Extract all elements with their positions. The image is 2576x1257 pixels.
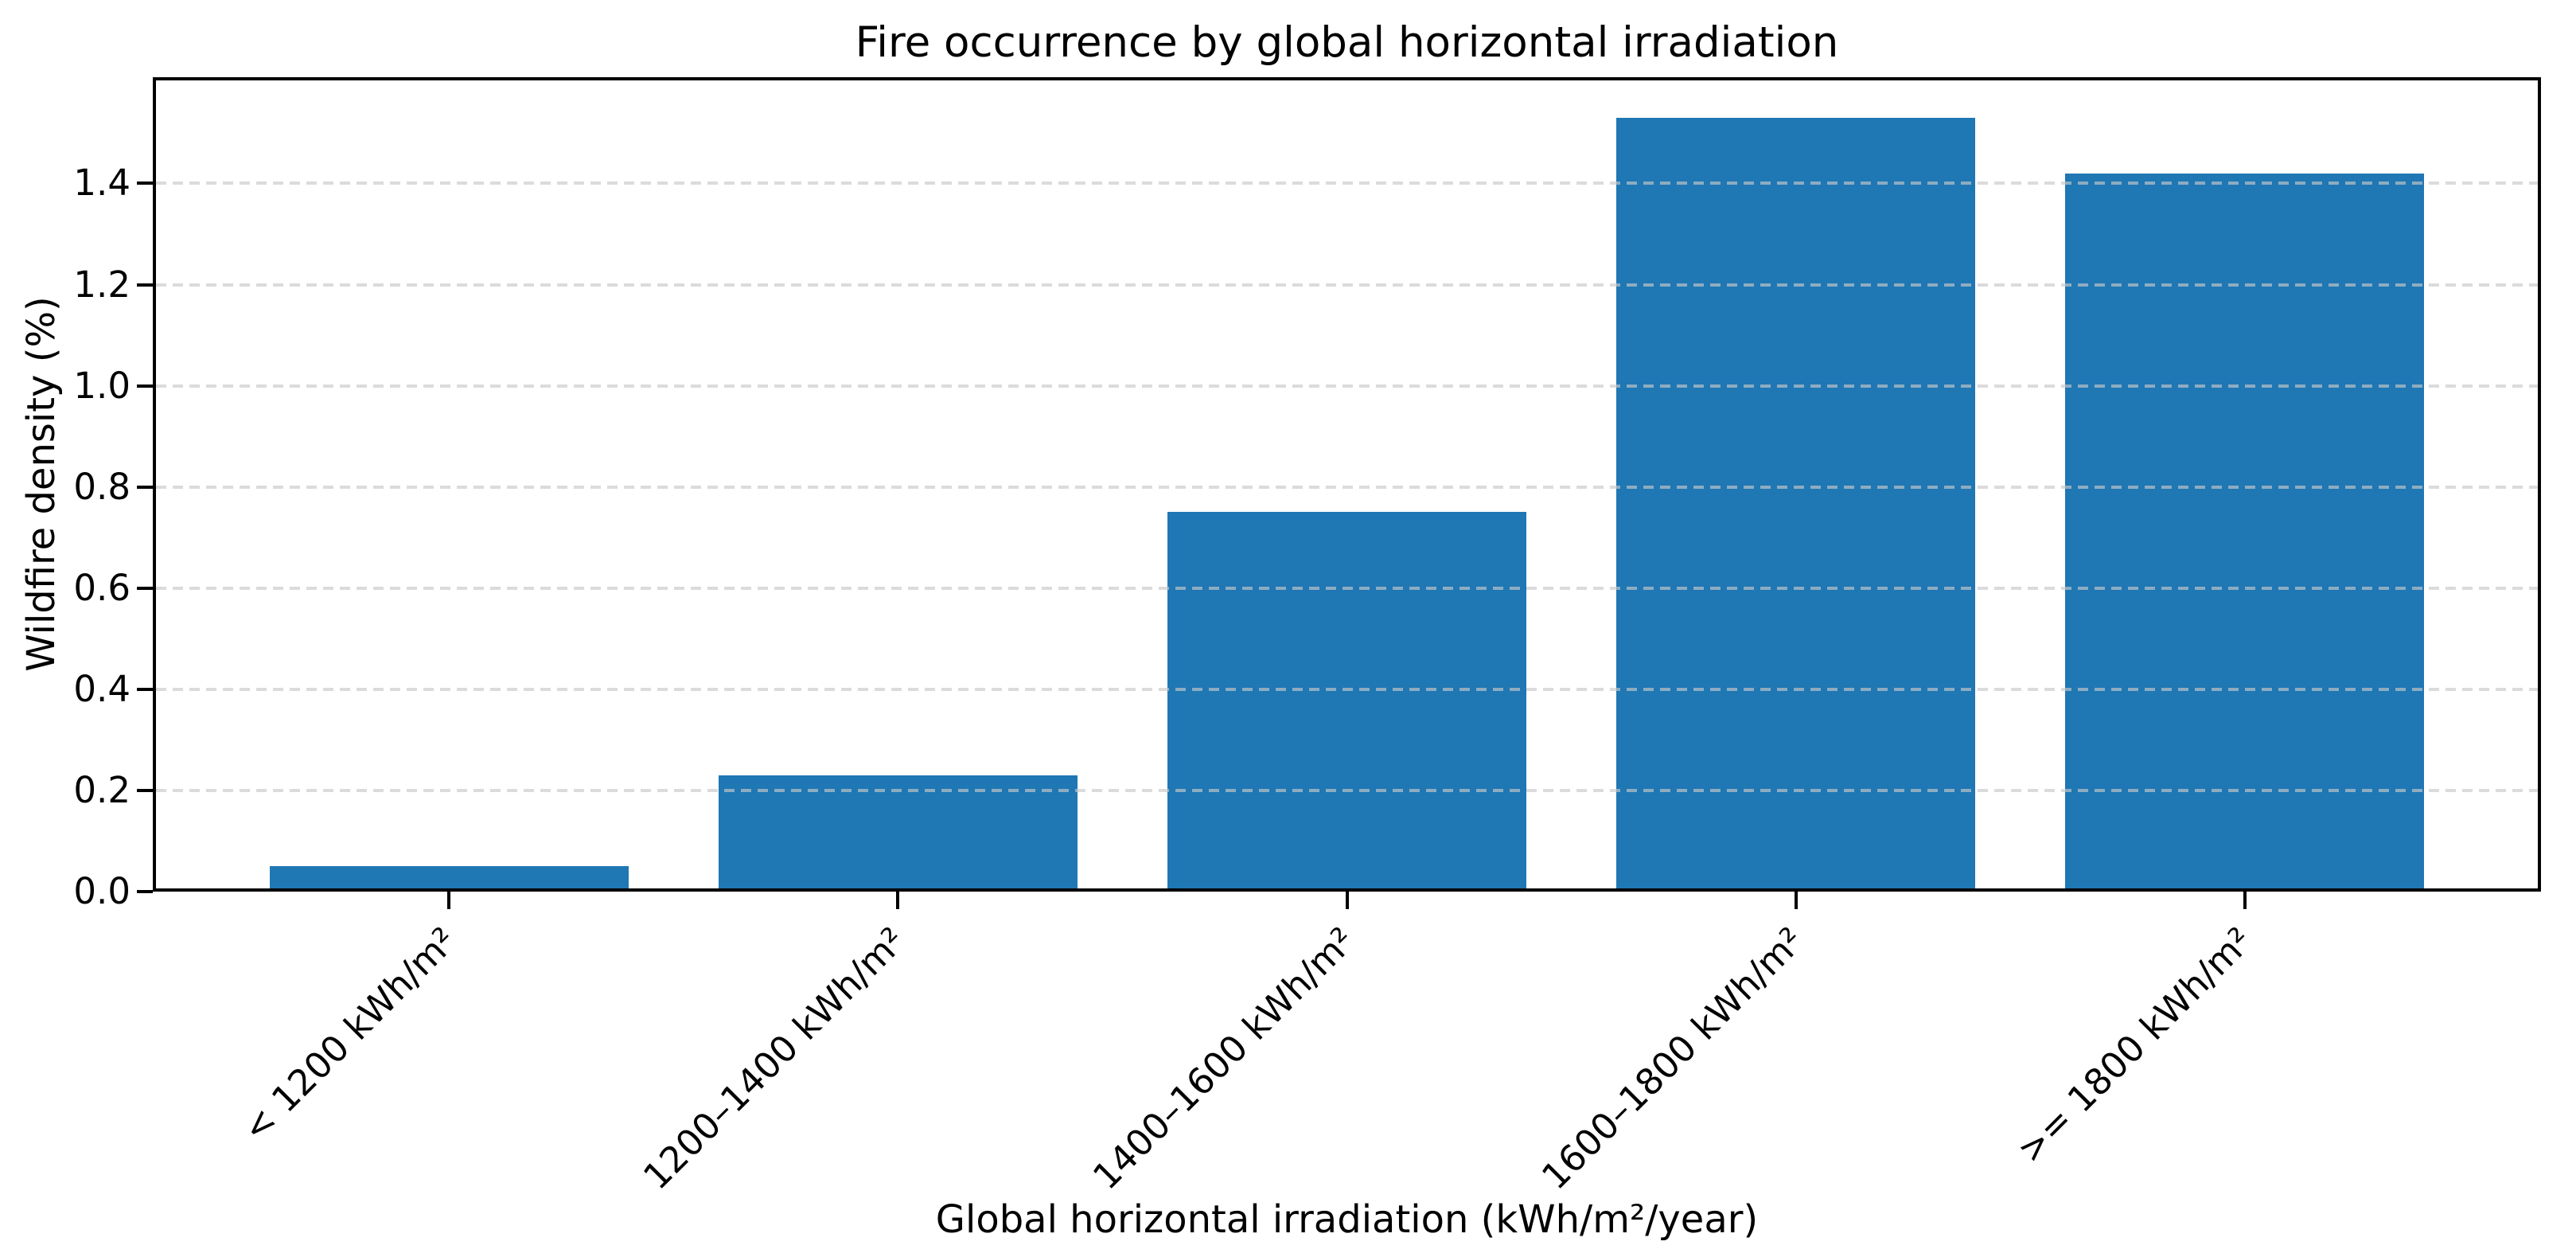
x-tick — [447, 892, 451, 909]
x-tick — [1345, 892, 1349, 909]
y-tick-label: 1.0 — [73, 364, 131, 407]
y-tick — [137, 586, 153, 590]
bar — [1615, 117, 1976, 892]
y-tick — [137, 182, 153, 185]
bar — [269, 866, 629, 892]
x-tick-label-text: >= 1800 kWh/m² — [2009, 919, 2261, 1172]
y-tick — [137, 788, 153, 792]
x-tick — [896, 892, 900, 909]
y-tick-label: 0.4 — [73, 667, 131, 710]
bar — [2065, 173, 2425, 892]
bar — [718, 775, 1078, 892]
gridline — [156, 586, 2538, 590]
y-tick-label: 0.8 — [73, 465, 131, 508]
y-tick — [137, 687, 153, 691]
gridline — [156, 384, 2538, 388]
gridline — [156, 182, 2538, 185]
y-tick-label: 0.6 — [73, 566, 131, 609]
y-tick — [137, 384, 153, 388]
gridline — [156, 485, 2538, 489]
gridline — [156, 687, 2538, 691]
x-tick-label-text: < 1200 kWh/m² — [234, 919, 466, 1150]
y-tick-label: 0.2 — [73, 768, 131, 811]
x-tick — [1794, 892, 1798, 909]
x-tick-label-text: 1400–1600 kWh/m² — [1084, 919, 1363, 1198]
y-tick-label: 1.4 — [73, 162, 131, 205]
y-tick — [137, 283, 153, 287]
x-tick-label-text: 1600–1800 kWh/m² — [1533, 919, 1812, 1198]
y-tick — [137, 485, 153, 489]
x-tick-label-text: 1200–1400 kWh/m² — [635, 919, 914, 1198]
y-tick-label: 0.0 — [73, 870, 131, 912]
y-tick — [137, 890, 153, 893]
bar — [1167, 512, 1527, 892]
gridline — [156, 283, 2538, 287]
chart-title: Fire occurrence by global horizontal irr… — [855, 18, 1839, 67]
y-tick-label: 1.2 — [73, 263, 131, 306]
gridline — [156, 788, 2538, 792]
x-axis-label: Global horizontal irradiation (kWh/m²/ye… — [935, 1197, 1759, 1242]
x-tick — [2243, 892, 2247, 909]
